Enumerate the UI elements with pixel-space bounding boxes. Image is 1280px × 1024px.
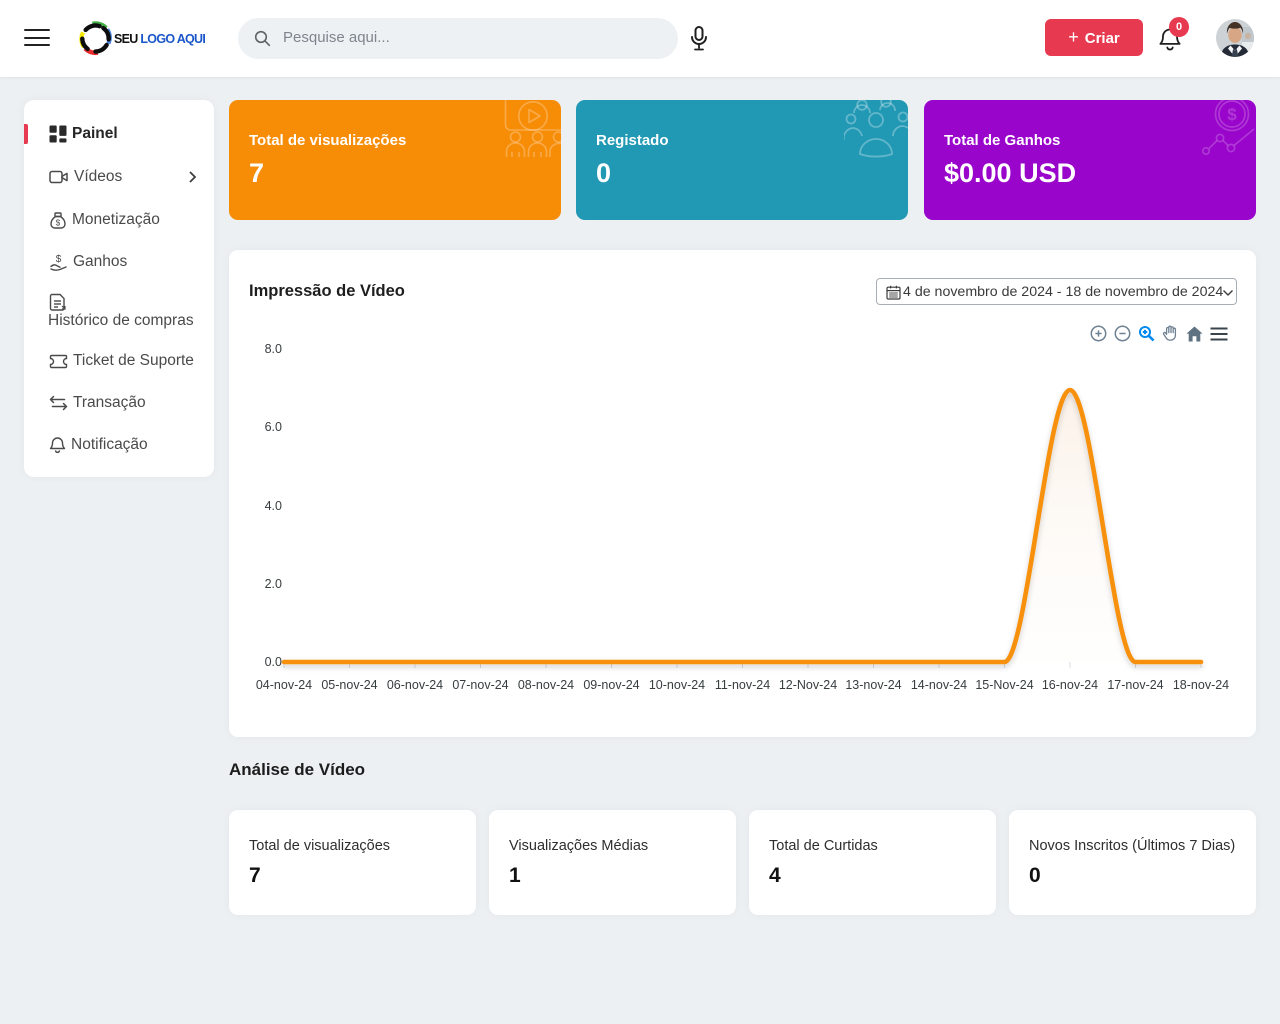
- svg-text:05-nov-24: 05-nov-24: [321, 678, 377, 692]
- svg-text:15-Nov-24: 15-Nov-24: [975, 678, 1033, 692]
- svg-text:11-nov-24: 11-nov-24: [715, 678, 770, 692]
- svg-text:12-Nov-24: 12-Nov-24: [779, 678, 837, 692]
- svg-text:$: $: [1227, 105, 1237, 124]
- svg-text:8.0: 8.0: [265, 342, 282, 356]
- svg-text:6.0: 6.0: [265, 420, 282, 434]
- svg-text:10-nov-24: 10-nov-24: [649, 678, 705, 692]
- svg-text:06-nov-24: 06-nov-24: [387, 678, 443, 692]
- svg-text:04-nov-24: 04-nov-24: [256, 678, 312, 692]
- svg-text:0.0: 0.0: [265, 655, 282, 669]
- svg-text:$: $: [56, 254, 62, 265]
- svg-text:$: $: [56, 218, 61, 227]
- svg-text:09-nov-24: 09-nov-24: [583, 678, 639, 692]
- svg-text:18-nov-24: 18-nov-24: [1173, 678, 1229, 692]
- svg-text:13-nov-24: 13-nov-24: [845, 678, 901, 692]
- svg-text:4.0: 4.0: [265, 499, 282, 513]
- svg-text:16-nov-24: 16-nov-24: [1042, 678, 1098, 692]
- svg-text:17-nov-24: 17-nov-24: [1107, 678, 1163, 692]
- svg-text:07-nov-24: 07-nov-24: [452, 678, 508, 692]
- svg-text:2.0: 2.0: [265, 577, 282, 591]
- svg-text:08-nov-24: 08-nov-24: [518, 678, 574, 692]
- svg-text:14-nov-24: 14-nov-24: [911, 678, 967, 692]
